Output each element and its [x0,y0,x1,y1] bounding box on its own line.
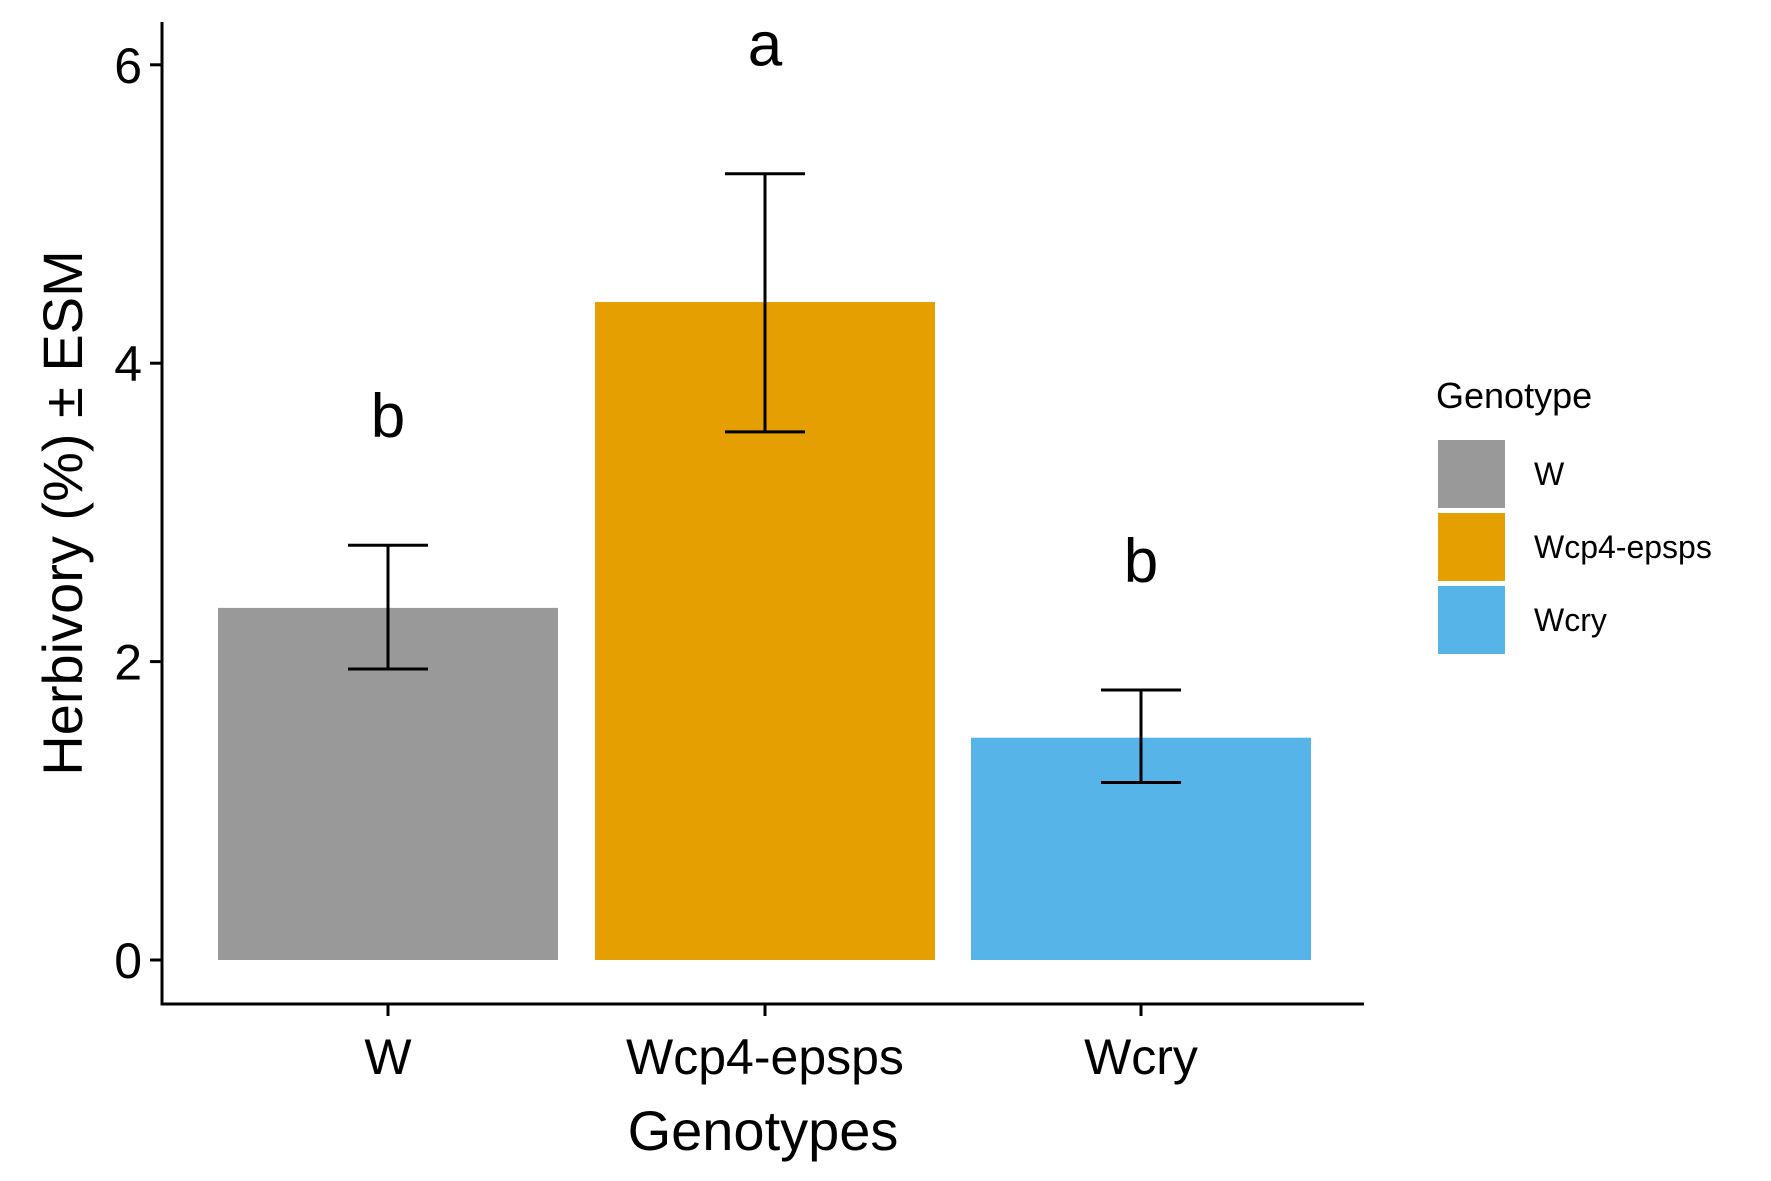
legend-key-0 [1438,440,1505,508]
x-axis-title: Genotypes [628,1099,899,1162]
significance-letter-1: a [748,11,783,80]
legend-key-2 [1438,586,1505,654]
legend: Genotype W Wcp4-epsps Wcry [1436,375,1712,654]
error-bar-2 [1101,688,1181,784]
y-tick-label-3: 6 [114,38,142,94]
error-bar-1 [725,172,805,434]
legend-label-2: Wcry [1534,602,1607,638]
legend-key-1 [1438,513,1505,581]
legend-label-1: Wcp4-epsps [1534,529,1712,565]
y-tick-label-0: 0 [114,933,142,989]
y-tick-label-2: 4 [114,336,142,392]
significance-letter-0: b [371,382,405,451]
x-tick-label-2: Wcry [1084,1029,1198,1085]
error-bars-layer [348,172,1181,784]
significance-letter-2: b [1124,527,1158,596]
x-ticks-layer: W Wcp4-epsps Wcry [364,1004,1198,1085]
y-ticks-layer: 0 2 4 6 [114,38,162,989]
x-tick-label-1: Wcp4-epsps [626,1029,904,1085]
x-tick-label-0: W [364,1029,412,1085]
y-tick-label-1: 2 [114,635,142,691]
significance-letters-layer: b a b [371,11,1158,596]
legend-label-0: W [1534,456,1565,492]
axes-layer [160,22,1364,1006]
error-bar-0 [348,543,428,671]
y-axis-title: Herbivory (%) ± ESM [31,250,94,775]
legend-title: Genotype [1436,375,1592,416]
